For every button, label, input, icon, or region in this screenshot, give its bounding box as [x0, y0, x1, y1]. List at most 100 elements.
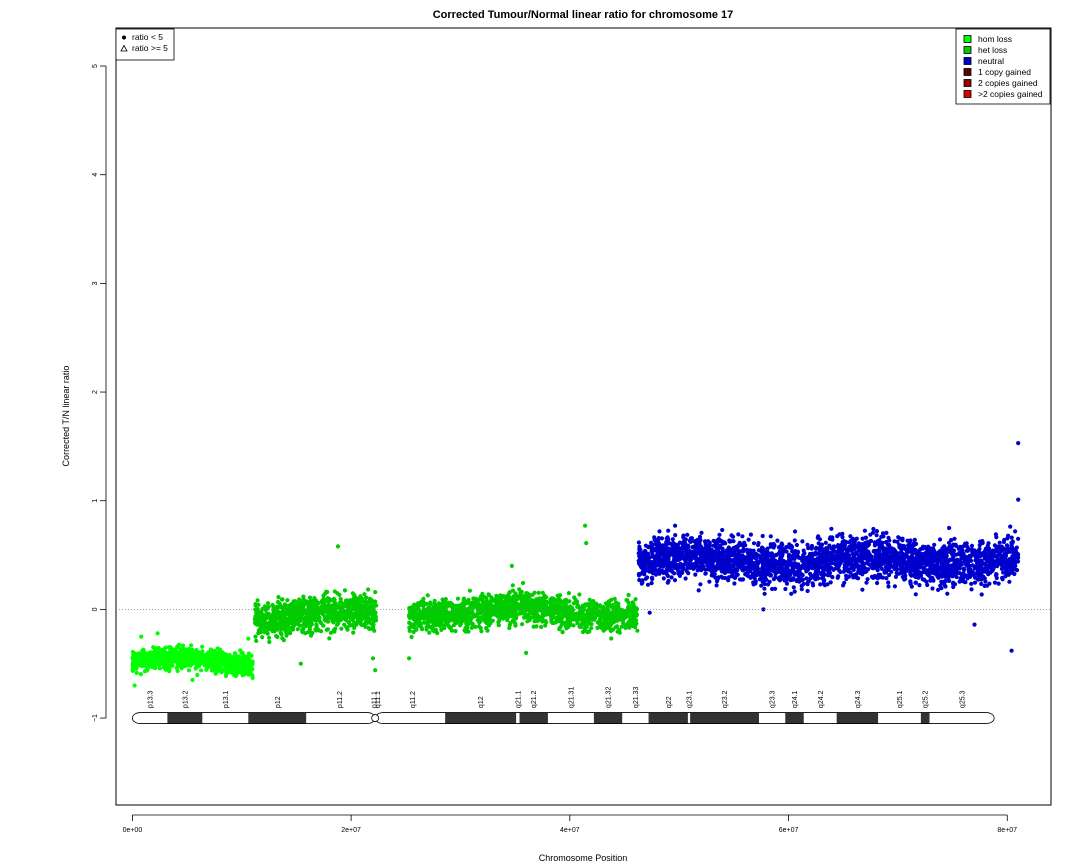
data-point	[157, 666, 162, 671]
data-point	[539, 624, 544, 630]
data-point	[442, 599, 447, 605]
plot-frame	[115, 27, 1052, 806]
data-point	[476, 608, 481, 613]
data-point	[717, 532, 722, 537]
data-point	[318, 619, 323, 624]
data-point	[277, 605, 282, 610]
data-point	[587, 597, 592, 603]
data-point	[472, 612, 477, 618]
data-point	[466, 597, 471, 602]
data-point	[424, 601, 429, 607]
data-point	[584, 624, 589, 630]
data-point	[275, 634, 280, 640]
data-point	[333, 602, 338, 607]
data-point	[177, 652, 182, 657]
series-het-loss-1	[252, 544, 379, 673]
data-point	[135, 660, 140, 665]
data-point	[697, 534, 703, 540]
data-point	[181, 654, 186, 659]
data-point	[768, 534, 773, 539]
data-point	[522, 615, 527, 620]
data-point	[218, 647, 223, 652]
data-point	[253, 634, 258, 639]
data-point	[267, 635, 272, 640]
data-point	[732, 581, 737, 586]
data-point	[285, 598, 290, 603]
data-point	[154, 656, 159, 662]
data-point	[157, 647, 162, 652]
data-point	[183, 661, 188, 667]
data-point	[133, 654, 138, 659]
data-point	[173, 658, 178, 663]
data-point	[1009, 535, 1014, 540]
data-point	[476, 597, 482, 602]
data-point	[411, 629, 416, 635]
data-point	[715, 538, 720, 543]
data-point	[449, 628, 454, 633]
data-point	[455, 615, 460, 620]
data-point	[236, 656, 242, 662]
data-point	[862, 528, 868, 533]
data-point	[520, 580, 526, 586]
data-point	[255, 608, 260, 613]
data-point	[257, 620, 262, 625]
data-point	[617, 613, 623, 618]
data-point	[517, 587, 522, 592]
data-point	[513, 610, 518, 615]
data-point	[673, 523, 678, 528]
data-point	[138, 655, 143, 660]
data-point	[884, 530, 889, 536]
data-point	[555, 605, 561, 610]
data-point	[442, 614, 447, 619]
data-point	[595, 625, 600, 631]
data-point	[231, 665, 236, 670]
data-point	[246, 636, 251, 641]
data-point	[305, 616, 310, 621]
data-point	[896, 535, 901, 540]
data-point	[228, 669, 233, 674]
data-point	[277, 620, 282, 626]
data-point	[301, 597, 306, 602]
data-point	[338, 608, 343, 613]
data-point	[969, 581, 974, 586]
data-point	[204, 654, 209, 659]
data-point	[625, 621, 631, 626]
data-point	[879, 534, 884, 539]
data-point	[434, 623, 439, 628]
data-point	[233, 652, 238, 658]
data-point	[985, 543, 990, 548]
data-point	[262, 625, 267, 630]
data-point	[331, 620, 336, 625]
data-point	[520, 599, 525, 605]
data-point	[178, 663, 183, 669]
data-point	[279, 610, 285, 615]
data-point	[222, 668, 227, 673]
data-point	[534, 610, 539, 615]
data-point	[913, 592, 918, 597]
data-point	[189, 643, 194, 648]
data-point	[254, 613, 259, 618]
data-point	[249, 653, 254, 658]
data-point	[157, 653, 162, 658]
data-point	[313, 614, 318, 619]
data-point	[279, 597, 285, 602]
data-point	[330, 614, 335, 620]
data-point	[168, 650, 173, 655]
data-point	[932, 542, 937, 547]
data-point	[472, 598, 477, 603]
data-point	[507, 622, 512, 628]
data-point	[349, 603, 354, 608]
data-point	[572, 595, 577, 600]
data-point	[524, 591, 529, 596]
data-point	[469, 621, 474, 626]
data-point	[531, 624, 536, 629]
data-point	[306, 611, 311, 617]
data-point	[300, 627, 305, 633]
data-point	[259, 611, 264, 616]
data-point	[499, 615, 504, 620]
data-point	[370, 615, 375, 620]
data-point	[583, 619, 588, 624]
data-point	[255, 598, 260, 603]
data-point	[279, 632, 284, 637]
data-point	[587, 606, 592, 611]
